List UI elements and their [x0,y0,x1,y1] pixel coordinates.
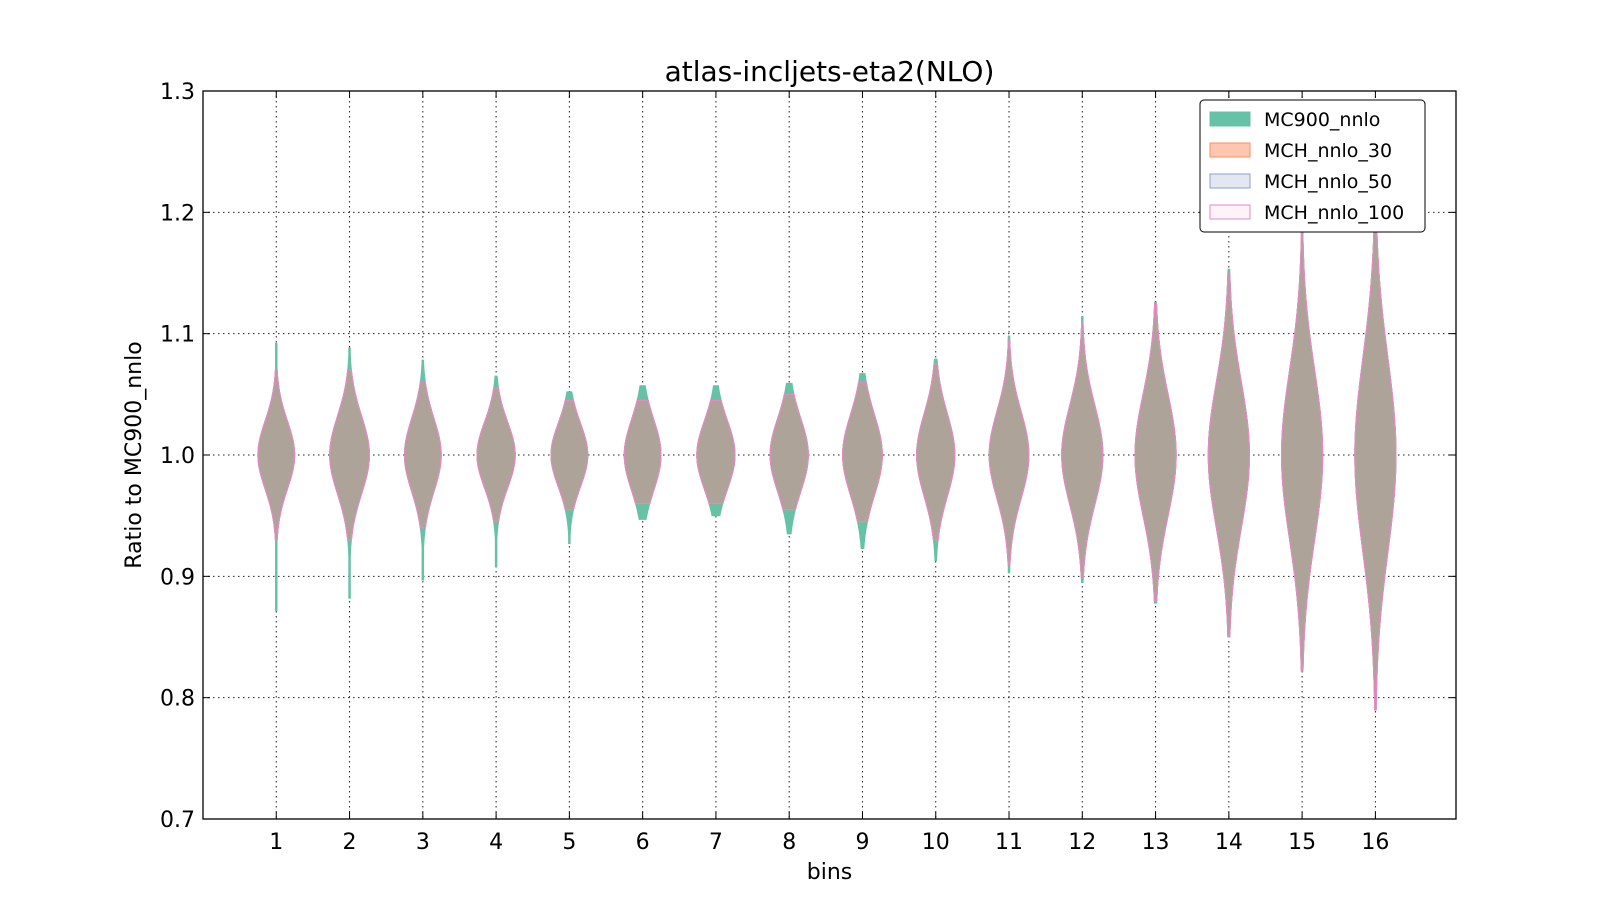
violin-MCH_nnlo_100-bin-2 [329,369,370,541]
legend-entry-label: MCH_nnlo_30 [1264,140,1392,162]
violin-MCH_nnlo_100-bin-3 [403,381,442,529]
violin-MCH_nnlo_100-bin-9 [842,381,883,523]
legend-swatch [1209,142,1251,158]
x-tick-label: 12 [1068,830,1096,855]
x-tick-label: 5 [562,830,576,855]
y-tick-label: 1.1 [160,323,195,348]
x-tick-label: 2 [343,830,357,855]
violin-MCH_nnlo_100-bin-5 [550,399,589,511]
x-tick-label: 1 [269,830,283,855]
violins [257,223,1397,711]
x-tick-label: 11 [995,830,1023,855]
x-tick-label: 3 [416,830,430,855]
legend-swatch [1209,111,1251,127]
violin-MCH_nnlo_100-bin-4 [476,387,516,523]
legend-box [1199,99,1426,233]
y-axis-label: Ratio to MC900_nnlo [122,341,147,568]
x-tick-label: 7 [709,830,723,855]
x-tick-label: 8 [782,830,796,855]
x-tick-label: 9 [855,830,869,855]
x-tick-label: 4 [489,830,503,855]
x-tick-label: 13 [1142,830,1170,855]
violin-MCH_nnlo_100-bin-14 [1207,272,1250,638]
x-tick-label: 14 [1215,830,1243,855]
violin-MCH_nnlo_100-bin-8 [769,393,809,511]
legend: MC900_nnlo MCH_nnlo_30 MCH_nnlo_50 MCH_nnlo… [1199,99,1426,233]
x-tick-label: 10 [922,830,950,855]
violin-MCH_nnlo_100-bin-11 [988,339,1030,565]
violin-MCH_nnlo_100-bin-12 [1061,320,1104,577]
violin-MCH_nnlo_100-bin-13 [1134,302,1177,602]
legend-entry-label: MC900_nnlo [1264,109,1380,131]
legend-entry-label: MCH_nnlo_50 [1264,171,1392,193]
y-tick-label: 1.2 [160,201,195,226]
legend-swatch [1209,173,1251,189]
y-tick-label: 1.3 [160,80,195,105]
x-tick-label: 15 [1288,830,1316,855]
violin-MCH_nnlo_100-bin-7 [696,399,736,505]
y-tick-label: 0.7 [160,808,195,833]
legend-entry-label: MCH_nnlo_100 [1264,202,1404,224]
violin-MCH_nnlo_100-bin-10 [916,363,956,541]
y-tick-label: 0.9 [160,565,195,590]
violin-MCH_nnlo_100-bin-1 [257,369,296,541]
violin-MCH_nnlo_100-bin-6 [623,399,662,505]
axes: 1 2 3 4 5 6 7 8 9 10 11 12 13 14 15 160.70.80.91.01.11.… [160,80,1456,855]
chart-title: atlas-incljets-eta2(NLO) [665,55,995,88]
x-axis-label: bins [807,860,852,885]
x-tick-label: 6 [636,830,650,855]
y-tick-label: 0.8 [160,687,195,712]
x-tick-label: 16 [1361,830,1389,855]
legend-swatch [1209,204,1251,220]
y-tick-label: 1.0 [160,444,195,469]
